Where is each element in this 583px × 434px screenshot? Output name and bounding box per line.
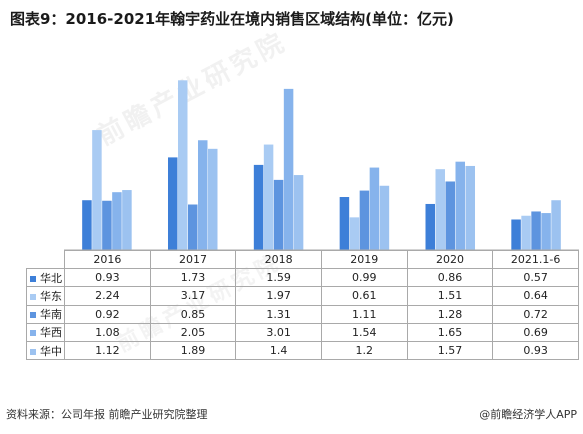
table-header-cell: 2021.1-6 bbox=[492, 249, 579, 270]
bar-华南-2017 bbox=[188, 204, 198, 250]
table-cell: 1.12 bbox=[64, 340, 151, 361]
table-cell: 1.51 bbox=[406, 286, 494, 306]
table-cell: 1.31 bbox=[235, 304, 322, 324]
table-cell: 0.85 bbox=[149, 304, 237, 324]
bar-华东-2017 bbox=[178, 80, 188, 250]
legend-entry: 华北 bbox=[26, 268, 65, 288]
table-corner-cell bbox=[26, 250, 65, 270]
bar-华北-2016 bbox=[82, 200, 92, 250]
bar-华东-2016 bbox=[92, 130, 102, 250]
bar-华北-2020 bbox=[425, 203, 435, 250]
table-cell: 1.97 bbox=[235, 286, 322, 306]
source-note: 资料来源：公司年报 前瞻产业研究院整理 bbox=[6, 408, 208, 421]
legend-label: 华中 bbox=[40, 344, 62, 358]
legend-entry: 华中 bbox=[26, 340, 65, 361]
legend-swatch bbox=[30, 330, 36, 337]
bar-华中-2017 bbox=[208, 148, 218, 250]
legend-entry: 华东 bbox=[26, 286, 65, 306]
table-cell: 0.69 bbox=[492, 322, 579, 342]
bar-华东-2020 bbox=[435, 169, 445, 250]
bar-华南-2021.1-6 bbox=[531, 211, 541, 250]
table-cell: 1.2 bbox=[320, 340, 408, 361]
brand-credit: @前瞻经济学人APP bbox=[479, 408, 577, 421]
bars-group bbox=[82, 80, 561, 250]
table-row: 华南 0.92 0.85 1.31 1.11 1.28 0.72 bbox=[26, 304, 579, 324]
legend-entry: 华西 bbox=[26, 322, 65, 342]
table-cell: 0.93 bbox=[64, 268, 151, 288]
table-cell: 0.64 bbox=[492, 286, 579, 306]
bar-华西-2017 bbox=[198, 140, 208, 250]
bar-华南-2019 bbox=[359, 190, 370, 250]
bar-chart bbox=[64, 80, 579, 250]
table-cell: 1.57 bbox=[406, 340, 494, 361]
table-cell: 1.59 bbox=[235, 268, 322, 288]
bar-华南-2018 bbox=[273, 179, 284, 250]
data-table: 2016 2017 2018 2019 2020 2021.1-6 华北 0.93 1.73 1… bbox=[26, 249, 579, 361]
legend-label: 华西 bbox=[40, 326, 62, 340]
legend-entry: 华南 bbox=[26, 304, 65, 324]
table-header-cell: 2020 bbox=[406, 249, 494, 270]
bar-华南-2016 bbox=[102, 200, 112, 250]
bar-华东-2018 bbox=[263, 144, 274, 250]
table-row: 华东 2.24 3.17 1.97 0.61 1.51 0.64 bbox=[26, 286, 579, 306]
table-cell: 3.01 bbox=[235, 322, 322, 342]
table-cell: 1.4 bbox=[235, 340, 322, 361]
table-cell: 1.65 bbox=[406, 322, 494, 342]
table-cell: 1.73 bbox=[149, 268, 237, 288]
bar-华北-2018 bbox=[253, 164, 264, 250]
table-cell: 0.93 bbox=[492, 340, 579, 361]
legend-swatch bbox=[30, 275, 36, 282]
table-header-cell: 2017 bbox=[149, 249, 237, 270]
bar-华西-2021.1-6 bbox=[541, 213, 551, 250]
table-header-cell: 2016 bbox=[64, 249, 151, 270]
bar-华中-2016 bbox=[122, 190, 132, 250]
table-cell: 1.11 bbox=[320, 304, 408, 324]
bar-华西-2019 bbox=[369, 167, 380, 250]
bar-华南-2020 bbox=[445, 181, 455, 250]
table-header-cell: 2018 bbox=[235, 249, 322, 270]
bar-华西-2016 bbox=[112, 192, 122, 250]
table-body: 华北 0.93 1.73 1.59 0.99 0.86 0.57 华东 2.24 3.17 1.97… bbox=[26, 268, 579, 361]
table-header-cell: 2019 bbox=[320, 249, 408, 270]
bar-华西-2018 bbox=[283, 88, 294, 250]
table-cell: 2.05 bbox=[149, 322, 237, 342]
table-cell: 0.61 bbox=[320, 286, 408, 306]
table-row: 华中 1.12 1.89 1.4 1.2 1.57 0.93 bbox=[26, 340, 579, 361]
table-cell: 0.72 bbox=[492, 304, 579, 324]
table-cell: 0.57 bbox=[492, 268, 579, 288]
table-cell: 3.17 bbox=[149, 286, 237, 306]
table-cell: 0.99 bbox=[320, 268, 408, 288]
legend-label: 华东 bbox=[40, 289, 62, 303]
bar-华中-2020 bbox=[465, 165, 475, 250]
table-header-row: 2016 2017 2018 2019 2020 2021.1-6 bbox=[26, 249, 579, 270]
bar-华北-2017 bbox=[168, 157, 178, 250]
bar-华北-2019 bbox=[339, 197, 350, 250]
bar-华中-2019 bbox=[379, 185, 390, 250]
table-cell: 1.54 bbox=[320, 322, 408, 342]
bar-华中-2021.1-6 bbox=[551, 200, 561, 250]
table-cell: 1.89 bbox=[149, 340, 237, 361]
table-row: 华西 1.08 2.05 3.01 1.54 1.65 0.69 bbox=[26, 322, 579, 342]
table-cell: 0.92 bbox=[64, 304, 151, 324]
table-cell: 0.86 bbox=[406, 268, 494, 288]
bar-华东-2021.1-6 bbox=[521, 215, 531, 250]
bar-华北-2021.1-6 bbox=[511, 219, 521, 250]
legend-label: 华南 bbox=[40, 308, 62, 322]
legend-swatch bbox=[30, 348, 36, 355]
table-cell: 2.24 bbox=[64, 286, 151, 306]
legend-swatch bbox=[30, 312, 36, 319]
bar-华中-2018 bbox=[293, 175, 304, 250]
legend-swatch bbox=[30, 293, 36, 300]
bar-华东-2019 bbox=[349, 217, 360, 250]
table-row: 华北 0.93 1.73 1.59 0.99 0.86 0.57 bbox=[26, 268, 579, 288]
legend-label: 华北 bbox=[40, 271, 62, 285]
table-cell: 1.08 bbox=[64, 322, 151, 342]
table-cell: 1.28 bbox=[406, 304, 494, 324]
chart-title: 图表9：2016-2021年翰宇药业在境内销售区域结构(单位：亿元) bbox=[10, 10, 454, 28]
bar-华西-2020 bbox=[455, 161, 465, 250]
